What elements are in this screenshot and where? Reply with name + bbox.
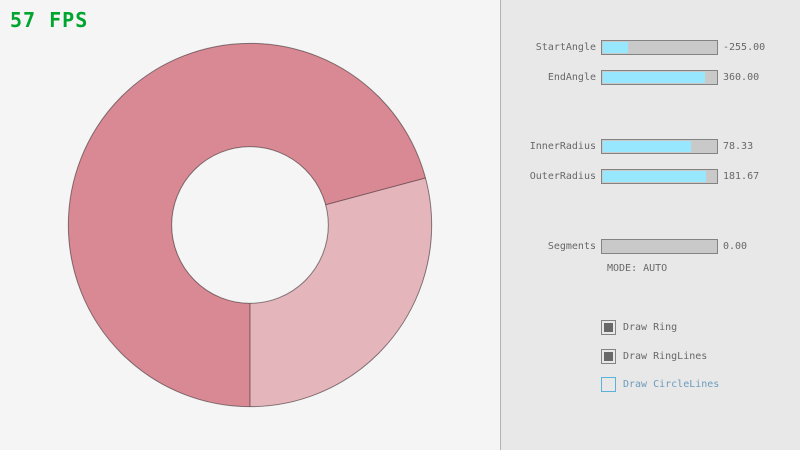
- slider-value: 360.00: [723, 72, 760, 83]
- draw-circlelines-checkbox[interactable]: [601, 377, 616, 392]
- draw-ringlines-checkbox[interactable]: [601, 349, 616, 364]
- checkbox-check: [604, 380, 613, 389]
- checkbox-label: Draw RingLines: [623, 351, 708, 362]
- slider-value: 78.33: [723, 141, 754, 152]
- slider-row: Segments 0.00: [501, 239, 800, 254]
- draw-ring-checkbox[interactable]: [601, 320, 616, 335]
- slider-label: InnerRadius: [529, 141, 596, 152]
- slider-label: Segments: [547, 241, 596, 252]
- slider-fill: [603, 72, 705, 83]
- slider-row: OuterRadius 181.67: [501, 169, 800, 184]
- slider-label: EndAngle: [547, 72, 596, 83]
- slider-label: OuterRadius: [529, 171, 596, 182]
- ring-chart: [67, 42, 433, 408]
- mode-label: MODE: AUTO: [607, 263, 668, 274]
- slider-fill: [603, 171, 706, 182]
- inner-radius-slider[interactable]: [601, 139, 718, 154]
- slider-value: 181.67: [723, 171, 760, 182]
- control-panel: StartAngle -255.00 EndAngle 360.00 Inner…: [500, 0, 800, 450]
- slider-fill: [603, 141, 692, 152]
- checkbox-row: Draw CircleLines: [601, 377, 719, 392]
- checkbox-check: [604, 323, 613, 332]
- slider-label: StartAngle: [535, 42, 596, 53]
- segments-slider[interactable]: [601, 239, 718, 254]
- slider-row: EndAngle 360.00: [501, 70, 800, 85]
- slider-row: StartAngle -255.00: [501, 40, 800, 55]
- checkbox-label: Draw CircleLines: [623, 379, 720, 390]
- slider-value: 0.00: [723, 241, 748, 252]
- outer-radius-slider[interactable]: [601, 169, 718, 184]
- slider-fill: [603, 42, 628, 53]
- checkbox-check: [604, 352, 613, 361]
- start-angle-slider[interactable]: [601, 40, 718, 55]
- checkbox-row: Draw Ring: [601, 320, 677, 335]
- fps-counter: 57 FPS: [10, 8, 89, 32]
- checkbox-row: Draw RingLines: [601, 349, 707, 364]
- slider-row: InnerRadius 78.33: [501, 139, 800, 154]
- slider-value: -255.00: [723, 42, 766, 53]
- checkbox-label: Draw Ring: [623, 322, 678, 333]
- end-angle-slider[interactable]: [601, 70, 718, 85]
